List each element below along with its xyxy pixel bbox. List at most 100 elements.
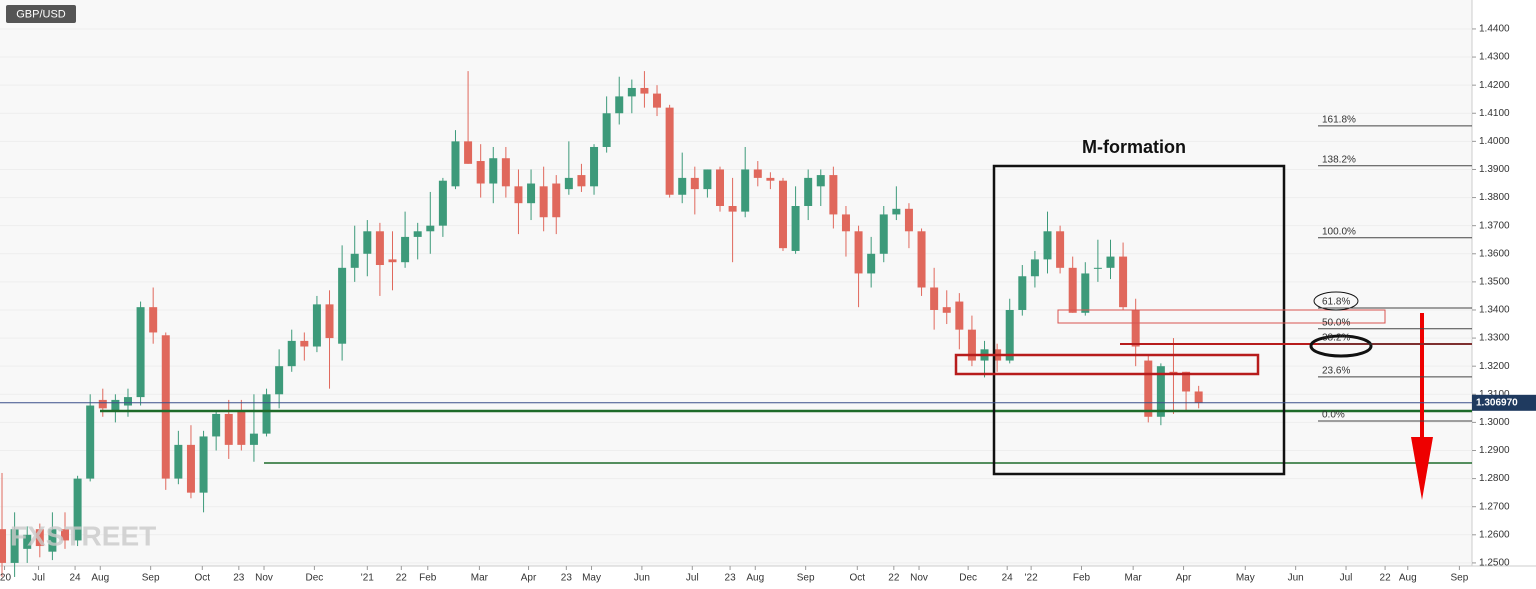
- last-price-label: 1.306970: [1476, 397, 1518, 408]
- candle-body: [564, 177, 573, 190]
- candle-body: [73, 478, 82, 541]
- symbol: GBP/USD: [16, 8, 66, 20]
- highlight-ellipse: [1309, 334, 1373, 358]
- candle-body: [476, 161, 485, 184]
- y-tick-label: 1.2600: [1479, 529, 1510, 540]
- candle-body: [199, 436, 208, 493]
- x-tick-label: Feb: [419, 573, 437, 584]
- x-tick-label: Nov: [255, 573, 273, 584]
- candle-body: [1119, 256, 1128, 308]
- fib-label: 0.0%: [1322, 410, 1345, 421]
- y-tick-label: 1.2800: [1479, 473, 1510, 484]
- candle-body: [186, 444, 195, 493]
- candle-body: [665, 107, 674, 195]
- last-price-tag: [1472, 394, 1536, 411]
- candle-body: [930, 287, 939, 310]
- candle-body: [741, 169, 750, 212]
- candle-body: [249, 433, 258, 445]
- candle-body: [892, 208, 901, 215]
- candle-body: [653, 93, 662, 108]
- candle-body: [728, 205, 737, 212]
- price-axis: [1472, 0, 1536, 589]
- fib-label: 50.0%: [1322, 317, 1350, 328]
- candle-body: [161, 335, 170, 479]
- candle-body: [955, 301, 964, 330]
- candle-body: [615, 96, 624, 114]
- candle-body: [967, 329, 976, 361]
- x-tick-label: Nov: [910, 573, 928, 584]
- fib-label: 23.6%: [1322, 366, 1350, 377]
- x-tick-label: Mar: [471, 573, 489, 584]
- candle-body: [627, 87, 636, 97]
- candle-body: [300, 340, 309, 347]
- x-tick-label: Jun: [1288, 573, 1304, 584]
- zone-box: [954, 353, 1260, 376]
- candle-body: [539, 186, 548, 218]
- candle-body: [1018, 276, 1027, 310]
- candle-body: [1068, 267, 1077, 313]
- fib-label: 38.2%: [1322, 333, 1350, 344]
- arrow-head: [1411, 437, 1433, 500]
- candle-body: [60, 529, 69, 541]
- y-tick-label: 1.3100: [1479, 389, 1510, 400]
- candle-body: [174, 444, 183, 479]
- y-tick-label: 1.3400: [1479, 305, 1510, 316]
- y-tick-label: 1.3800: [1479, 192, 1510, 203]
- candle-body: [312, 304, 321, 347]
- candle-body: [942, 307, 951, 313]
- candle-body: [602, 113, 611, 147]
- candle-body: [86, 405, 95, 479]
- highlight-ellipse: [1313, 291, 1359, 311]
- candle-body: [753, 169, 762, 178]
- x-tick-label: Sep: [1451, 573, 1469, 584]
- candle-body: [917, 231, 926, 288]
- x-tick-label: Sep: [142, 573, 160, 584]
- fib-label: 138.2%: [1322, 154, 1356, 165]
- candle-body: [1106, 256, 1115, 268]
- x-tick-label: Apr: [521, 573, 537, 584]
- candle-body: [816, 175, 825, 187]
- x-tick-label: Sep: [797, 573, 815, 584]
- candle-body: [350, 253, 359, 268]
- candle-body: [1182, 371, 1191, 392]
- plot-area: [0, 0, 1472, 566]
- candle-body: [338, 267, 347, 344]
- candle-body: [35, 529, 44, 547]
- candle-body: [111, 399, 120, 412]
- x-tick-label: Apr: [1176, 573, 1192, 584]
- candle-body: [48, 529, 57, 552]
- x-tick-label: Aug: [1399, 573, 1417, 584]
- candle-body: [527, 183, 536, 204]
- candle-body: [854, 231, 863, 274]
- candle-body: [577, 175, 586, 187]
- candle-body: [791, 205, 800, 251]
- candle-body: [552, 183, 561, 218]
- candle-body: [1056, 231, 1065, 268]
- y-tick-label: 1.2500: [1479, 558, 1510, 569]
- y-tick-label: 1.3300: [1479, 333, 1510, 344]
- candle-body: [778, 180, 787, 249]
- candle-body: [426, 225, 435, 232]
- candle-body: [514, 186, 523, 204]
- x-tick-label: May: [582, 573, 601, 584]
- candle-body: [413, 231, 422, 237]
- x-tick-label: Jun: [634, 573, 650, 584]
- y-tick-label: 1.4100: [1479, 108, 1510, 119]
- candle-body: [262, 394, 271, 434]
- candle-body: [904, 208, 913, 232]
- x-tick-label: Oct: [195, 573, 211, 584]
- candle-body: [829, 175, 838, 215]
- candle-body: [123, 397, 132, 406]
- candle-body: [224, 413, 233, 445]
- x-tick-label: Mar: [1125, 573, 1143, 584]
- pattern-box: [992, 164, 1286, 476]
- candle-body: [98, 399, 107, 409]
- candle-body: [590, 146, 599, 187]
- candle-body: [766, 177, 775, 181]
- y-tick-label: 1.3600: [1479, 248, 1510, 259]
- x-tick-label: 22: [888, 573, 900, 584]
- x-tick-label: Jul: [32, 573, 45, 584]
- x-tick-label: 22: [1380, 573, 1392, 584]
- y-tick-label: 1.4400: [1479, 24, 1510, 35]
- candle-body: [388, 259, 397, 263]
